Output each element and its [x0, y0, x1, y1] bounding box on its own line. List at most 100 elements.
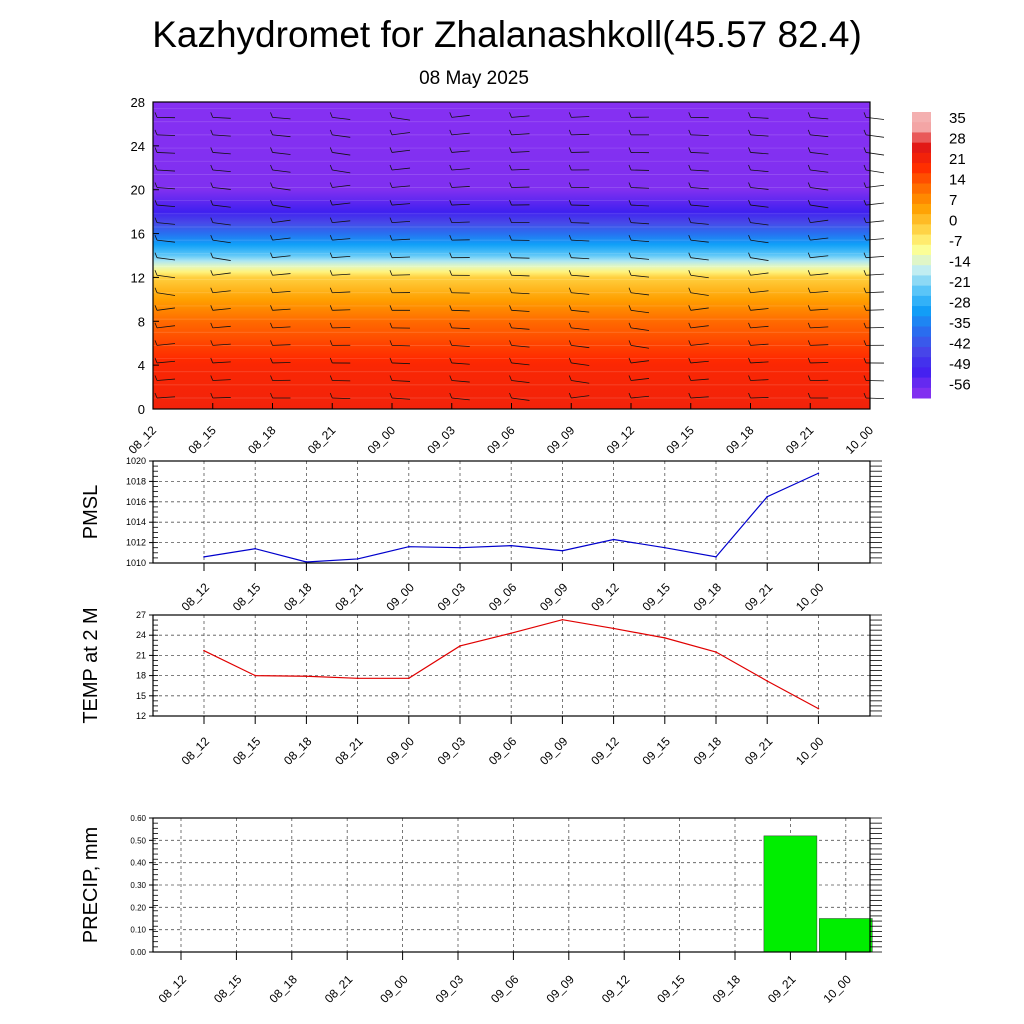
wind-barb	[389, 199, 393, 206]
x-tick-label: 09_15	[663, 423, 697, 457]
wind-barb	[154, 252, 158, 258]
wind-barb	[332, 397, 351, 400]
figure-title: Kazhydromet for Zhalanashkoll(45.57 82.4…	[152, 14, 862, 55]
wind-barb	[690, 222, 709, 225]
heatmap-fill	[153, 102, 870, 409]
wind-barb	[863, 164, 867, 171]
wind-barb	[568, 322, 572, 329]
wind-barb	[568, 305, 572, 311]
wind-barb	[509, 322, 512, 329]
wind-barb	[810, 308, 829, 311]
wind-barb	[571, 395, 590, 399]
x-tick-label: 08_18	[281, 580, 315, 614]
wind-barb	[272, 169, 291, 173]
wind-barb	[630, 345, 650, 349]
wind-barb	[865, 255, 885, 259]
wind-barb	[451, 345, 470, 347]
wind-barb	[748, 182, 751, 188]
series-point	[510, 544, 512, 547]
x-tick-label: 08_15	[211, 972, 245, 1006]
wind-barb	[270, 287, 273, 293]
wind-barb	[154, 340, 158, 346]
y-tick-label: 1012	[126, 538, 146, 548]
colorbar-label: -14	[949, 254, 971, 271]
wind-barb	[865, 116, 885, 120]
series-point	[203, 556, 205, 558]
wind-barb	[451, 397, 470, 401]
wind-barb	[509, 375, 512, 381]
colorbar-swatch	[912, 132, 931, 144]
wind-barb	[391, 185, 411, 188]
wind-barb	[156, 169, 176, 172]
wind-barb	[688, 182, 692, 188]
wind-barb	[210, 357, 214, 364]
wind-barb	[810, 219, 829, 224]
x-tick-label: 08_21	[332, 580, 366, 614]
wind-barb	[272, 134, 291, 138]
colorbar-label: 7	[949, 192, 957, 209]
wind-barb	[391, 116, 411, 121]
wind-barb	[750, 397, 769, 399]
colorbar-label: -7	[949, 233, 962, 250]
wind-barb	[863, 235, 867, 241]
x-tick-label: 09_12	[604, 423, 638, 457]
wind-barb	[156, 292, 176, 296]
wind-barb	[568, 252, 572, 258]
wind-barb	[750, 187, 769, 190]
wind-barb	[630, 257, 650, 260]
wind-barb	[210, 235, 214, 241]
figure-date: 08 May 2025	[419, 68, 529, 89]
wind-barb	[329, 217, 333, 223]
colorbar-swatch	[912, 163, 931, 174]
wind-barb	[156, 152, 176, 154]
wind-barb	[154, 182, 158, 188]
wind-barb	[511, 151, 530, 153]
wind-barb	[332, 220, 351, 224]
wind-barb	[810, 169, 829, 173]
wind-barb	[449, 112, 453, 118]
wind-barb	[389, 235, 393, 241]
wind-barb	[272, 204, 291, 209]
temperature-colorbar: 35 28 21 14 7 0 -7 -14 -21 -28 -35 -42 -49 -56	[912, 110, 971, 399]
wind-barb	[750, 272, 769, 276]
colorbar-label: -56	[949, 377, 971, 394]
wind-barb	[688, 129, 692, 136]
wind-barb	[272, 237, 291, 241]
colorbar-swatch	[912, 326, 931, 338]
y-tick-label: 1018	[126, 476, 146, 486]
wind-barb	[272, 255, 291, 259]
wind-barb	[389, 147, 393, 153]
x-tick-label: 08_21	[322, 972, 356, 1006]
wind-barb	[391, 362, 411, 365]
wind-barb	[807, 164, 811, 171]
wind-barb	[329, 305, 333, 311]
precip-bar	[819, 918, 873, 953]
wind-barb	[630, 239, 650, 242]
x-tick-label: 09_12	[588, 734, 622, 768]
wind-barb	[272, 290, 291, 294]
series-point	[561, 549, 564, 552]
wind-barb	[690, 274, 709, 279]
colorbar-swatch	[912, 346, 931, 358]
wind-barb	[451, 309, 470, 312]
wind-barb	[748, 357, 751, 364]
colorbar-swatch	[912, 152, 931, 164]
wind-barb	[451, 362, 470, 365]
x-tick-label: 09_09	[537, 734, 571, 768]
wind-barb	[865, 184, 885, 188]
wind-barb	[449, 305, 453, 311]
y-tick-label: 0	[138, 402, 145, 417]
wind-barb	[688, 199, 692, 206]
x-tick-label: 09_00	[377, 972, 411, 1006]
wind-barb	[571, 362, 590, 366]
x-tick-label: 09_15	[639, 734, 673, 768]
wind-barb	[807, 217, 811, 223]
series-point	[254, 674, 256, 677]
panel-frame	[152, 817, 871, 953]
wind-barb	[391, 149, 411, 153]
wind-barb	[628, 129, 632, 136]
wind-barb	[389, 375, 393, 381]
precip-panel: 0.00 0.10 0.20 0.30 0.40 0.50 0.60 08_12 08_15 08…	[80, 814, 882, 1006]
wind-barb	[810, 344, 829, 346]
wind-barb	[630, 274, 650, 278]
